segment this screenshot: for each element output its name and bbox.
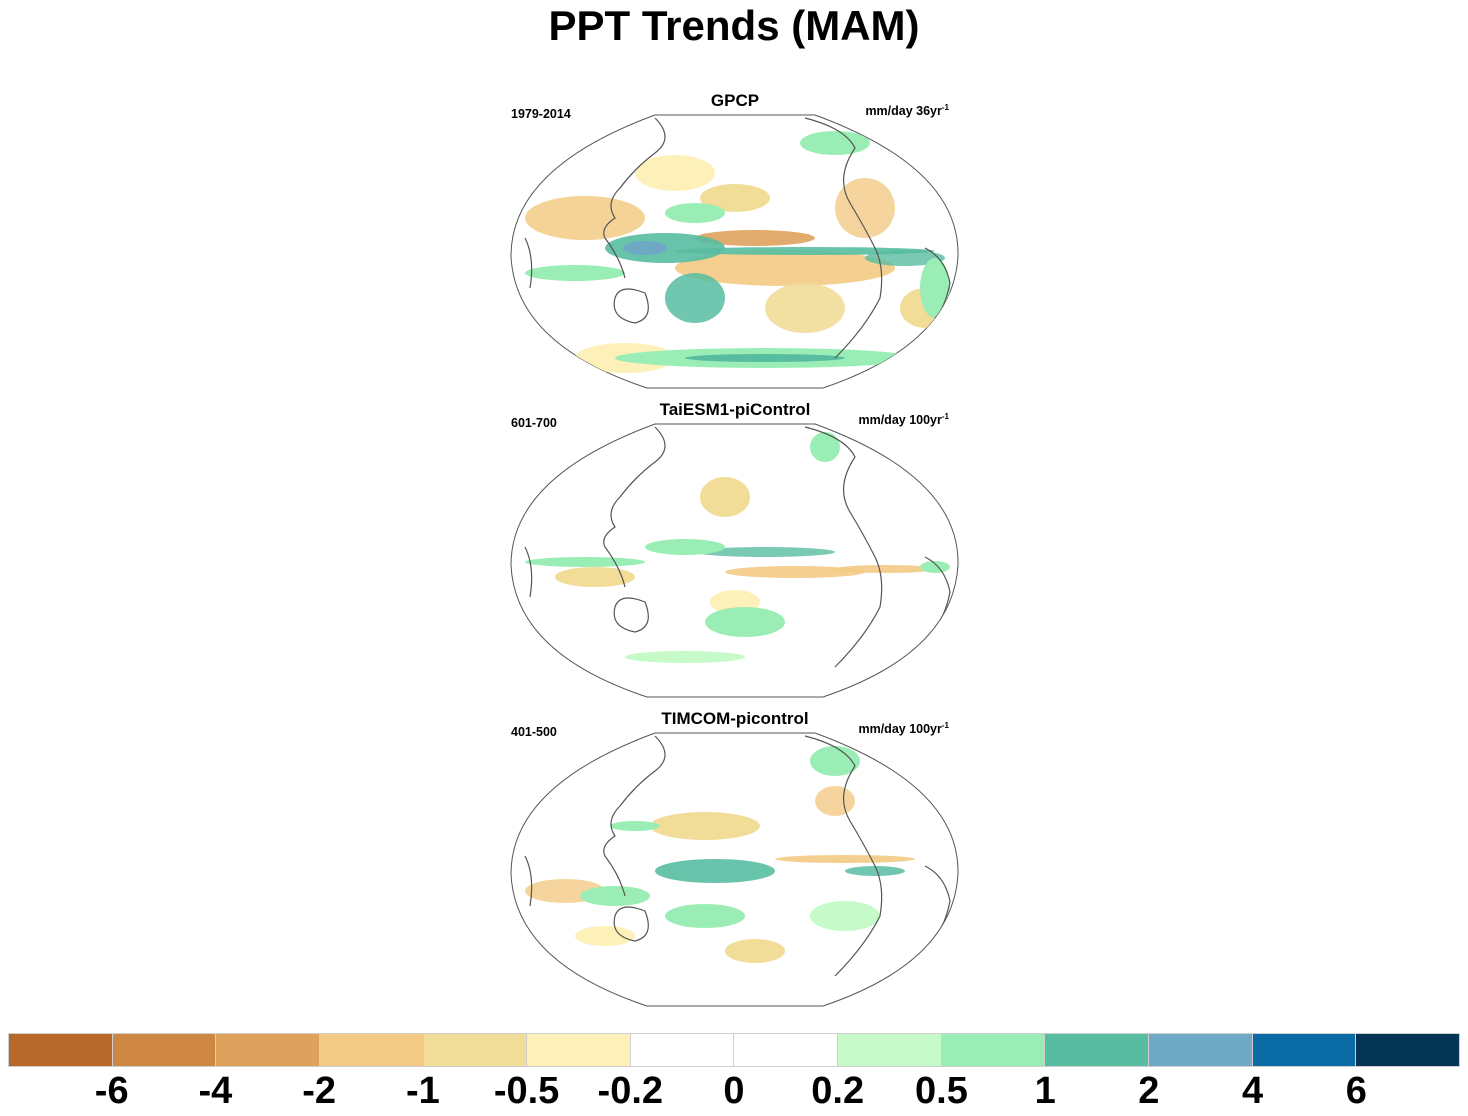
colorbar-tick-label: 6 <box>1345 1070 1367 1112</box>
precip-trend-map <box>510 732 959 1007</box>
colorbar-box <box>1148 1033 1252 1067</box>
panel-units: mm/day 100yr-1 <box>858 721 949 737</box>
precip-trend-map <box>510 423 959 698</box>
map-panel-taiesm1: TaiESM1-piControl 601-700 mm/day 100yr-1 <box>505 400 965 702</box>
panel-units: mm/day 100yr-1 <box>858 412 949 428</box>
colorbar-tick-label: 4 <box>1241 1070 1264 1112</box>
colorbar-tick-label: 0 <box>723 1070 745 1112</box>
colorbar-box <box>837 1033 941 1067</box>
panel-period: 401-500 <box>511 725 557 739</box>
panel-period: 601-700 <box>511 416 557 430</box>
colorbar-tick-label: -6 <box>94 1070 129 1112</box>
map-panel-gpcp: GPCP 1979-2014 mm/day 36yr-1 <box>505 91 965 393</box>
map-panel-timcom: TIMCOM-picontrol 401-500 mm/day 100yr-1 <box>505 709 965 1011</box>
colorbar-tick-label: 0.5 <box>915 1070 968 1112</box>
panel-title: TIMCOM-picontrol <box>661 709 809 728</box>
colorbar-box <box>1355 1033 1460 1067</box>
colorbar-tick-label: 1 <box>1034 1070 1056 1112</box>
colorbar-tick-label: -0.2 <box>597 1070 664 1112</box>
coastlines <box>524 735 951 977</box>
colorbar-box <box>1251 1033 1356 1067</box>
colorbar-tick-label: -4 <box>198 1070 233 1112</box>
precip-trend-map <box>510 114 959 389</box>
positive-trend-regions <box>580 746 905 931</box>
colorbar-box <box>526 1033 630 1067</box>
colorbar-box <box>1044 1033 1149 1067</box>
colorbar-tick-label: -2 <box>302 1070 337 1112</box>
colorbar <box>8 1033 1460 1067</box>
panel-title: TaiESM1-piControl <box>659 400 811 419</box>
colorbar-box <box>215 1033 319 1067</box>
panel-title: GPCP <box>710 91 760 110</box>
chart-title: PPT Trends (MAM) <box>548 2 920 49</box>
positive-trend-regions <box>525 432 950 663</box>
colorbar-box <box>422 1033 527 1067</box>
panel-units: mm/day 36yr-1 <box>865 103 949 119</box>
colorbar-tick-label: 0.2 <box>811 1070 865 1112</box>
colorbar-box <box>733 1033 838 1067</box>
colorbar-box <box>629 1033 734 1067</box>
colorbar-box <box>111 1033 216 1067</box>
negative-trend-regions <box>525 155 950 373</box>
negative-trend-regions <box>525 786 915 963</box>
colorbar-box <box>318 1033 423 1067</box>
colorbar-tick-label: -1 <box>405 1070 440 1112</box>
panel-period: 1979-2014 <box>511 107 571 121</box>
colorbar-box <box>8 1033 112 1067</box>
colorbar-tick-label: 2 <box>1138 1070 1160 1112</box>
colorbar-box <box>940 1033 1045 1067</box>
colorbar-tick-label: -0.5 <box>493 1070 560 1112</box>
